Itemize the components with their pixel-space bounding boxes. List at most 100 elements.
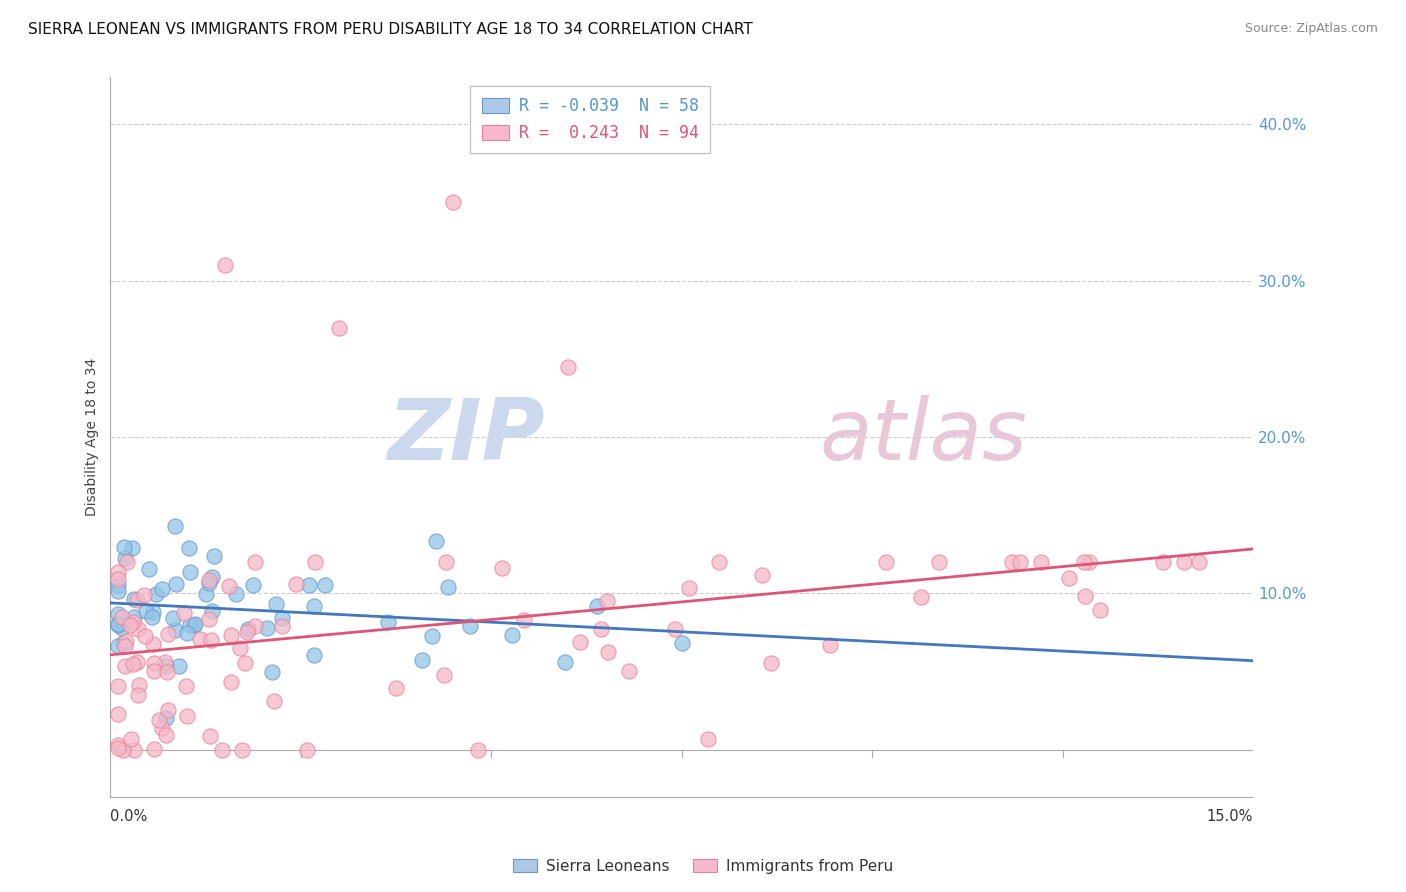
Point — [200, 729, 222, 743]
Point — [425, 534, 447, 549]
Point — [148, 714, 170, 728]
Point — [554, 655, 576, 669]
Point — [107, 739, 129, 753]
Point — [114, 551, 136, 566]
Text: 15.0%: 15.0% — [1206, 809, 1253, 824]
Point — [302, 599, 325, 613]
Point — [142, 637, 165, 651]
Point — [114, 658, 136, 673]
Point — [1008, 555, 1031, 569]
Point — [263, 694, 285, 708]
Point — [135, 604, 157, 618]
Point — [598, 645, 620, 659]
Point — [696, 731, 718, 746]
Point — [617, 664, 640, 678]
Point — [198, 612, 221, 626]
Point — [1088, 603, 1111, 617]
Point — [107, 707, 129, 722]
Point — [264, 597, 287, 611]
Point — [176, 708, 198, 723]
Point — [127, 622, 149, 636]
Point — [231, 742, 253, 756]
Point — [200, 633, 222, 648]
Point — [107, 607, 129, 622]
Point — [262, 665, 284, 679]
Point — [928, 555, 950, 569]
Text: ZIP: ZIP — [387, 395, 544, 478]
Point — [589, 623, 612, 637]
Text: atlas: atlas — [818, 395, 1026, 478]
Point — [384, 681, 406, 696]
Point — [298, 577, 321, 591]
Point — [132, 588, 155, 602]
Point — [111, 635, 134, 649]
Point — [501, 628, 523, 642]
Point — [875, 555, 897, 569]
Point — [271, 619, 294, 633]
Point — [122, 615, 145, 629]
Point — [219, 674, 242, 689]
Point — [107, 565, 129, 579]
Point — [120, 731, 142, 746]
Point — [467, 742, 489, 756]
Point — [284, 577, 307, 591]
Point — [163, 623, 186, 637]
Point — [270, 611, 292, 625]
Point — [1073, 555, 1095, 569]
Point — [1077, 555, 1099, 569]
Point — [107, 616, 129, 631]
Point — [1074, 589, 1097, 603]
Point — [194, 587, 217, 601]
Point — [678, 581, 700, 595]
Point — [1173, 555, 1195, 569]
Point — [107, 640, 129, 654]
Point — [114, 639, 136, 653]
Point — [142, 665, 165, 679]
Point — [568, 635, 591, 649]
Point — [155, 728, 177, 742]
Point — [1188, 555, 1211, 569]
Point — [150, 721, 173, 735]
Point — [513, 613, 536, 627]
Point — [179, 565, 201, 579]
Point — [165, 577, 187, 591]
Point — [1001, 555, 1024, 569]
Point — [302, 648, 325, 663]
Point — [155, 711, 177, 725]
Point — [127, 593, 149, 607]
Point — [1057, 571, 1080, 585]
Point — [157, 703, 180, 717]
Point — [156, 665, 179, 679]
Point — [125, 655, 148, 669]
Text: SIERRA LEONEAN VS IMMIGRANTS FROM PERU DISABILITY AGE 18 TO 34 CORRELATION CHART: SIERRA LEONEAN VS IMMIGRANTS FROM PERU D… — [28, 22, 752, 37]
Point — [124, 610, 146, 624]
Point — [138, 562, 160, 576]
Point — [163, 519, 186, 533]
Point — [200, 604, 222, 618]
Point — [141, 610, 163, 624]
Point — [242, 578, 264, 592]
Point — [411, 653, 433, 667]
Point — [114, 634, 136, 648]
Point — [377, 615, 399, 630]
Point — [120, 617, 142, 632]
Point — [671, 636, 693, 650]
Point — [243, 619, 266, 633]
Point — [441, 195, 464, 210]
Point — [304, 555, 326, 569]
Point — [107, 584, 129, 599]
Point — [169, 659, 191, 673]
Legend: R = -0.039  N = 58, R =  0.243  N = 94: R = -0.039 N = 58, R = 0.243 N = 94 — [471, 86, 710, 153]
Point — [122, 592, 145, 607]
Point — [761, 656, 783, 670]
Point — [127, 688, 149, 702]
Point — [491, 561, 513, 575]
Point — [225, 587, 247, 601]
Point — [177, 541, 200, 555]
Point — [236, 622, 259, 636]
Point — [162, 611, 184, 625]
Point — [233, 656, 256, 670]
Point — [111, 742, 134, 756]
Point — [235, 624, 257, 639]
Point — [157, 627, 180, 641]
